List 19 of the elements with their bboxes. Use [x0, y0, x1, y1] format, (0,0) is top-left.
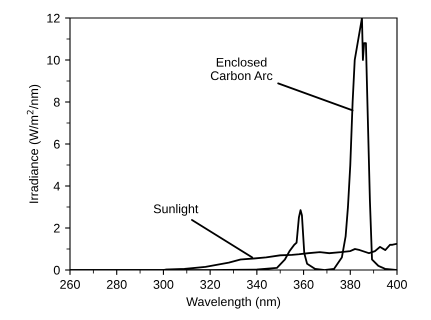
y-tick-label: 12 [47, 14, 60, 23]
y-tick-label: 6 [54, 140, 60, 149]
x-tick-label: 320 [200, 280, 220, 289]
y-tick-label: 0 [54, 266, 60, 275]
x-tick-label: 400 [386, 280, 407, 289]
y-tick-label: 4 [54, 182, 60, 191]
x-axis-title: Wavelength (nm) [186, 296, 280, 309]
y-tick-label: 2 [54, 224, 60, 233]
x-tick-label: 380 [340, 280, 360, 289]
annotation: Sunlight [154, 204, 198, 216]
annotation: Enclosed Carbon Arc [210, 58, 272, 80]
x-tick-label: 360 [294, 280, 314, 289]
x-tick-label: 260 [60, 280, 80, 289]
x-tick-label: 340 [246, 280, 267, 289]
x-tick-label: 300 [153, 280, 174, 289]
x-tick-label: 280 [106, 280, 127, 289]
y-axis-title: Irradiance (W/m$^{2}$/nm) [26, 84, 41, 203]
y-tick-label: 8 [54, 98, 60, 107]
y-tick-label: 10 [47, 56, 60, 65]
